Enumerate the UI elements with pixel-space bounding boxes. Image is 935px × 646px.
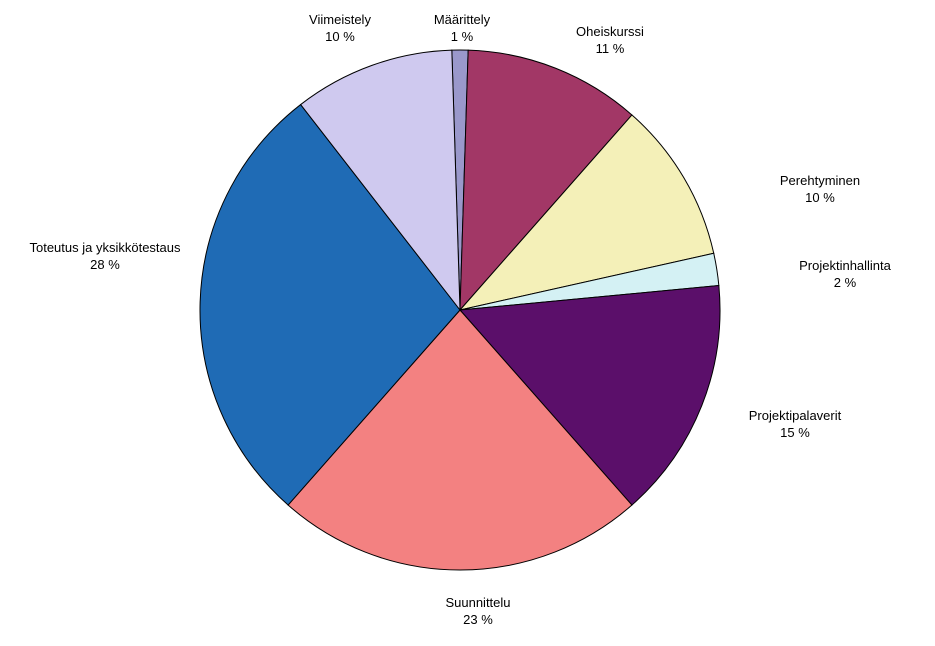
pie-chart: Määrittely 1 % Oheiskurssi 11 % Perehtym… (0, 0, 935, 646)
pie-svg (0, 0, 935, 646)
